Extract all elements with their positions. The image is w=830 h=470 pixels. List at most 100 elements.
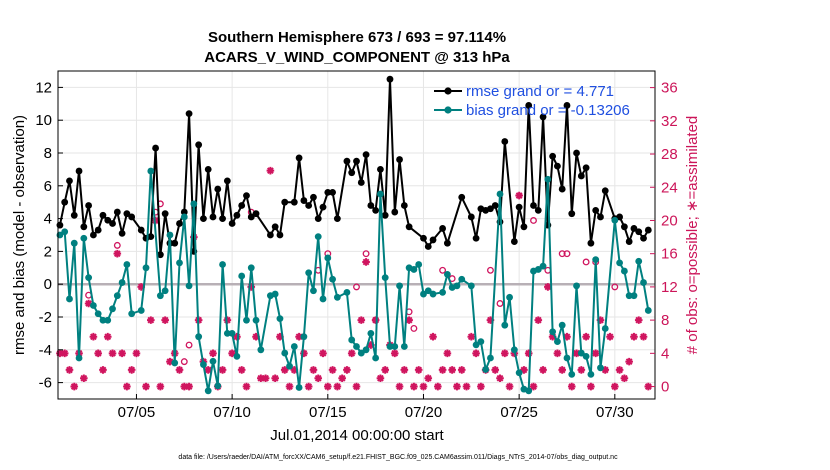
- obs-assimilated-marker: [290, 366, 299, 374]
- obs-assimilated-marker: [276, 332, 284, 341]
- legend-text-rmse: rmse grand or = 4.771: [466, 83, 614, 100]
- obs-assimilated-marker: [362, 258, 370, 266]
- obs-assimilated-marker: [209, 349, 217, 358]
- point-rmse: [94, 226, 102, 234]
- point-bias: [89, 302, 97, 309]
- point-rmse: [377, 166, 384, 173]
- obs-assimilated-marker: [242, 382, 251, 391]
- point-rmse: [558, 185, 566, 193]
- point-rmse: [123, 210, 131, 218]
- point-bias: [195, 333, 203, 341]
- point-rmse: [333, 215, 341, 223]
- y-tick-label: -4: [39, 342, 52, 359]
- point-bias: [252, 316, 260, 324]
- obs-assimilated-marker: [266, 166, 275, 175]
- obs-assimilated-marker: [472, 349, 480, 358]
- point-rmse: [147, 233, 155, 241]
- obs-assimilated-marker: [400, 366, 409, 374]
- obs-possible-marker: [530, 217, 537, 224]
- y-tick-label: 10: [35, 112, 52, 129]
- obs-possible-marker: [362, 250, 370, 258]
- obs-assimilated-marker: [601, 366, 610, 374]
- point-bias: [592, 256, 600, 263]
- point-bias: [343, 289, 351, 296]
- point-rmse: [156, 251, 164, 259]
- point-rmse: [510, 238, 518, 245]
- obs-assimilated-marker: [204, 366, 213, 374]
- point-bias: [386, 343, 394, 350]
- point-bias: [223, 330, 231, 337]
- point-rmse: [329, 188, 336, 196]
- obs-assimilated-marker: [127, 366, 136, 374]
- obs-assimilated-marker: [314, 374, 323, 383]
- point-rmse: [161, 210, 169, 218]
- point-bias: [362, 346, 370, 354]
- point-rmse: [348, 169, 356, 177]
- obs-assimilated-marker: [587, 382, 595, 391]
- point-rmse: [534, 207, 542, 214]
- obs-assimilated-marker: [443, 349, 452, 358]
- point-bias: [367, 330, 375, 337]
- obs-assimilated-marker: [60, 349, 69, 358]
- y-tick-label: -2: [39, 309, 52, 326]
- point-rmse: [601, 187, 609, 195]
- obs-assimilated-marker: [357, 316, 366, 324]
- obs-assimilated-marker: [520, 366, 528, 374]
- legend-marker-rmse: [444, 87, 452, 95]
- y-right-tick-label: 20: [661, 212, 678, 229]
- obs-possible-marker: [558, 250, 566, 258]
- point-rmse: [300, 197, 308, 204]
- point-bias: [601, 325, 609, 332]
- point-rmse: [247, 213, 255, 221]
- obs-assimilated-marker: [108, 349, 117, 358]
- point-bias: [544, 175, 552, 183]
- point-bias: [75, 354, 83, 362]
- point-rmse: [515, 203, 523, 211]
- point-bias: [118, 279, 126, 286]
- point-bias: [549, 328, 557, 336]
- point-bias: [238, 272, 246, 280]
- point-bias: [80, 234, 88, 242]
- point-bias: [501, 321, 509, 329]
- obs-assimilated-marker: [424, 374, 433, 383]
- point-rmse: [314, 215, 322, 223]
- obs-assimilated-marker: [147, 316, 155, 324]
- obs-assimilated-marker: [453, 382, 461, 391]
- point-rmse: [429, 236, 437, 244]
- obs-possible-marker: [353, 283, 360, 291]
- point-bias: [219, 261, 226, 268]
- point-bias: [171, 359, 179, 367]
- point-bias: [487, 354, 494, 362]
- point-bias: [573, 282, 580, 290]
- point-bias: [109, 305, 116, 313]
- obs-assimilated-marker: [410, 382, 418, 391]
- point-rmse: [319, 203, 327, 211]
- point-bias: [525, 387, 533, 395]
- point-rmse: [597, 213, 604, 221]
- point-bias: [644, 307, 652, 314]
- point-bias: [300, 333, 308, 341]
- point-rmse: [290, 198, 298, 206]
- obs-assimilated-marker: [544, 283, 552, 291]
- y-axis-label: rmse and bias (model - observation): [11, 115, 28, 355]
- point-bias: [99, 316, 107, 324]
- point-rmse: [305, 202, 313, 209]
- point-bias: [66, 295, 73, 303]
- point-bias: [161, 287, 169, 295]
- point-rmse: [577, 172, 585, 180]
- obs-assimilated-marker: [534, 316, 543, 324]
- point-rmse: [635, 228, 643, 236]
- point-bias: [558, 321, 566, 329]
- obs-assimilated-marker: [467, 332, 476, 341]
- point-rmse: [271, 223, 279, 231]
- point-bias: [534, 266, 542, 273]
- point-rmse: [204, 166, 212, 173]
- obs-assimilated-marker: [56, 349, 64, 358]
- point-rmse: [310, 193, 317, 201]
- obs-assimilated-marker: [80, 374, 88, 383]
- point-bias: [635, 257, 643, 265]
- y-right-tick-label: 0: [661, 379, 669, 396]
- legend-text-bias: bias grand or = -0.13206: [466, 102, 630, 119]
- obs-assimilated-marker: [639, 332, 648, 341]
- obs-assimilated-marker: [161, 316, 169, 324]
